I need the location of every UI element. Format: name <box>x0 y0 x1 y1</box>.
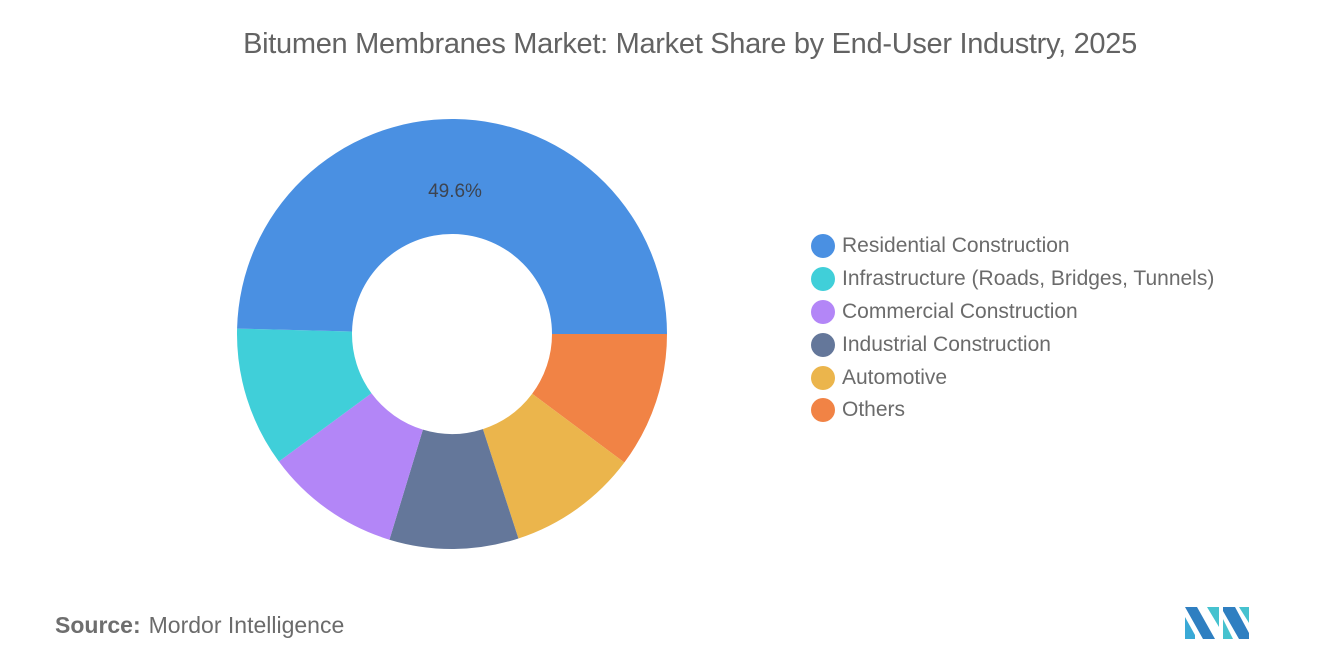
legend-item-infrastructure[interactable]: Infrastructure (Roads, Bridges, Tunnels) <box>811 263 1214 296</box>
source-value: Mordor Intelligence <box>148 612 345 638</box>
legend-item-automotive[interactable]: Automotive <box>811 361 1214 394</box>
legend: Residential Construction Infrastructure … <box>811 230 1214 427</box>
legend-label: Commercial Construction <box>842 299 1078 323</box>
slice-automotive[interactable] <box>482 393 625 539</box>
legend-dot-icon <box>811 365 835 390</box>
legend-label: Automotive <box>842 365 948 389</box>
source-note: Source: Mordor Intelligence <box>55 612 344 639</box>
slice-others[interactable] <box>532 334 667 463</box>
legend-label: Industrial Construction <box>842 332 1051 356</box>
legend-label: Others <box>842 398 906 422</box>
chart-title: Bitumen Membranes Market: Market Share b… <box>243 28 1137 60</box>
legend-label: Infrastructure (Roads, Bridges, Tunnels) <box>842 267 1215 291</box>
mordor-intelligence-logo-icon <box>1185 607 1249 639</box>
legend-dot-icon <box>811 267 835 292</box>
legend-item-residential[interactable]: Residential Construction <box>811 230 1214 263</box>
legend-dot-icon <box>811 299 835 324</box>
slice-infrastructure[interactable] <box>237 328 372 462</box>
legend-dot-icon <box>811 332 835 357</box>
source-label: Source: <box>55 612 141 638</box>
legend-item-others[interactable]: Others <box>811 394 1214 427</box>
legend-dot-icon <box>811 234 835 259</box>
slice-value-label: 49.6% <box>428 181 482 202</box>
legend-dot-icon <box>811 398 835 423</box>
slice-residential[interactable] <box>237 118 667 334</box>
slice-industrial[interactable] <box>389 429 519 549</box>
legend-label: Residential Construction <box>842 234 1070 258</box>
donut-slices <box>237 118 667 549</box>
slice-commercial[interactable] <box>278 393 423 540</box>
legend-item-commercial[interactable]: Commercial Construction <box>811 296 1214 329</box>
legend-item-industrial[interactable]: Industrial Construction <box>811 328 1214 361</box>
